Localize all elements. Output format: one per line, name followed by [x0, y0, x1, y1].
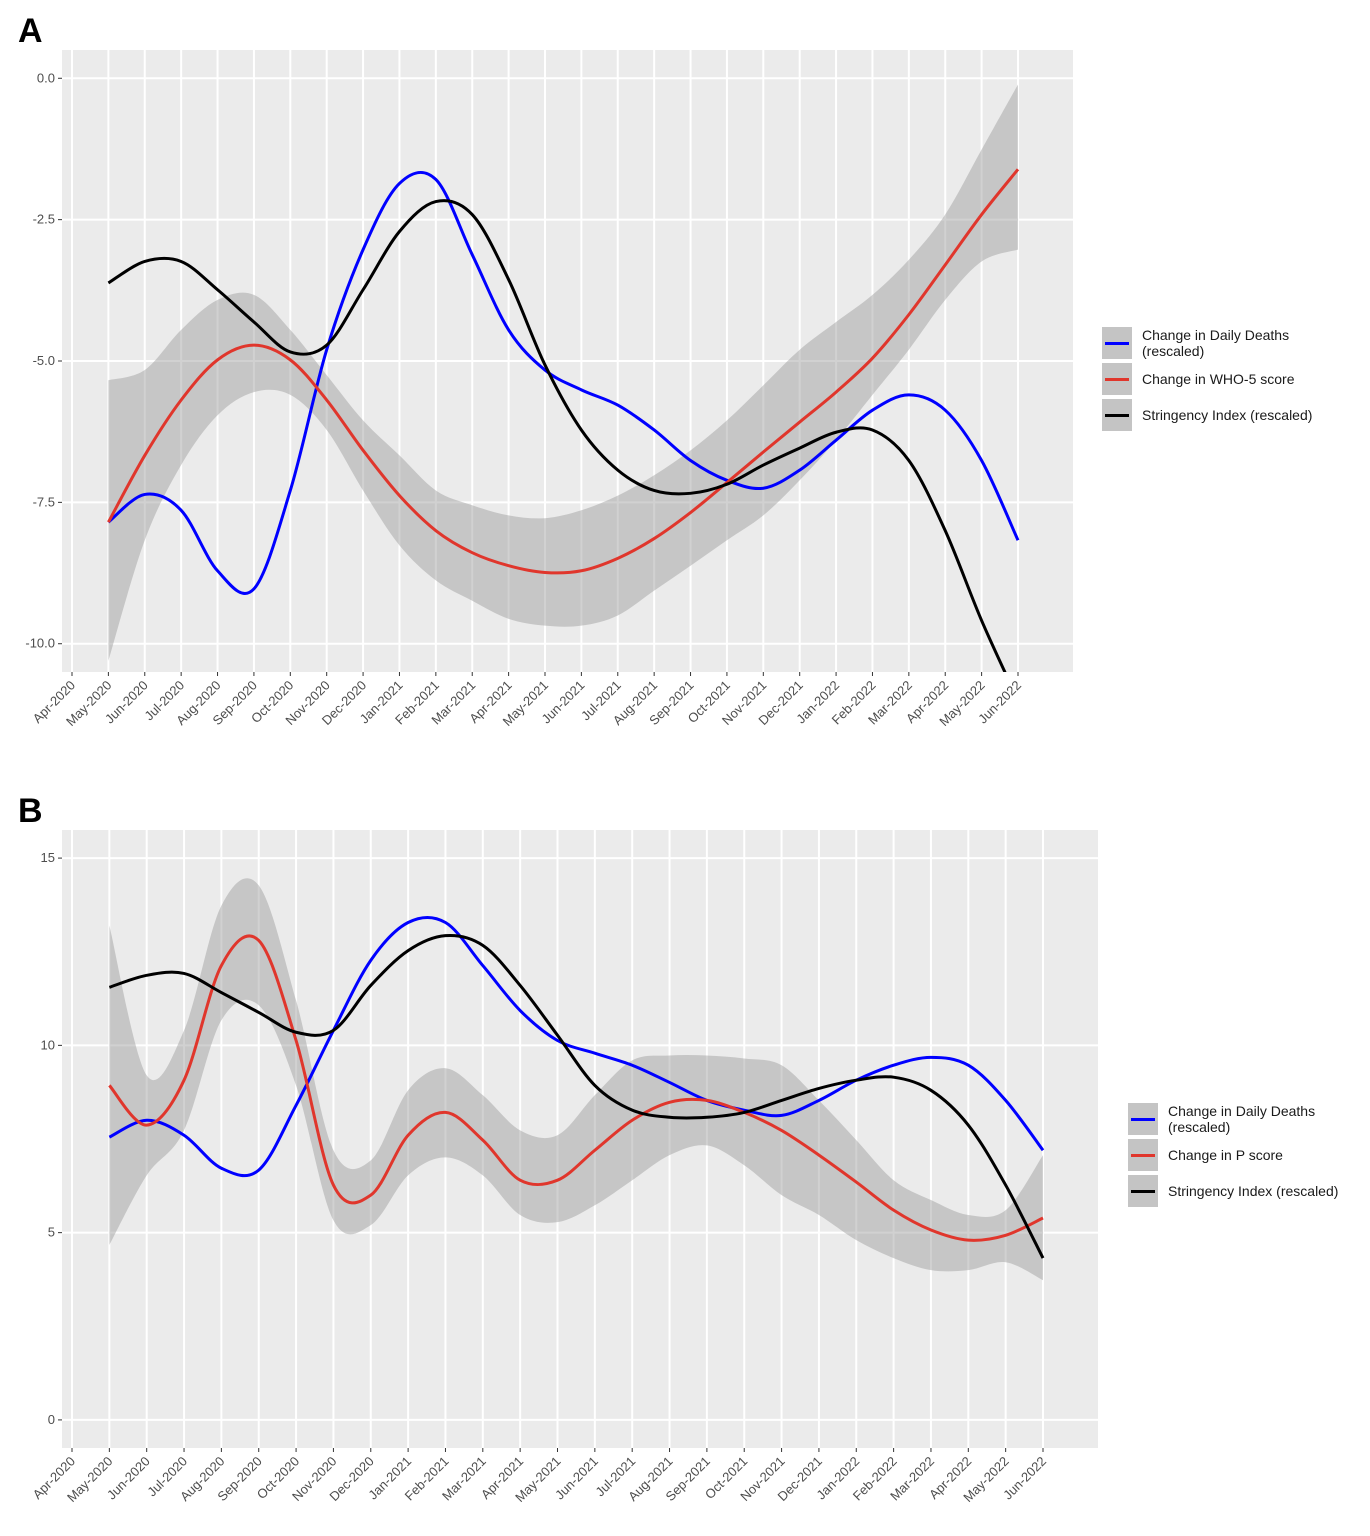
- legend-line: [1131, 1190, 1155, 1193]
- legend-label: Change in Daily Deaths (rescaled): [1168, 1103, 1316, 1135]
- y-tick-label: 5: [48, 1225, 55, 1240]
- legend-item: Change in P score: [1128, 1139, 1348, 1171]
- line: [108, 933, 1045, 1259]
- legend-line: [1105, 378, 1129, 381]
- legend-label: Stringency Index (rescaled): [1142, 407, 1313, 423]
- legend-key: [1128, 1175, 1158, 1207]
- y-tick-label: 0.0: [37, 70, 55, 85]
- y-tick-label: 10: [41, 1037, 55, 1052]
- confidence-band: [108, 84, 1018, 661]
- y-tick-label: 15: [41, 850, 55, 865]
- y-tick-label: 0: [48, 1412, 55, 1427]
- legend-item: Change in Daily Deaths (rescaled): [1102, 327, 1322, 359]
- panel-label: A: [18, 12, 43, 50]
- legend: Change in Daily Deaths (rescaled) Change …: [1102, 327, 1322, 435]
- y-tick-label: -5.0: [33, 353, 55, 368]
- legend-line: [1105, 414, 1129, 417]
- line: [108, 915, 1045, 1178]
- line: [107, 170, 1020, 596]
- legend-item: Change in WHO-5 score: [1102, 363, 1322, 395]
- legend-label: Change in P score: [1168, 1147, 1283, 1163]
- legend-item: Stringency Index (rescaled): [1102, 399, 1322, 431]
- legend-label: Stringency Index (rescaled): [1168, 1183, 1339, 1199]
- legend-key: [1128, 1103, 1158, 1135]
- confidence-band: [109, 878, 1044, 1281]
- legend-label: Change in Daily Deaths (rescaled): [1142, 327, 1290, 359]
- line: [107, 168, 1020, 575]
- y-tick-label: -10.0: [25, 636, 55, 651]
- y-tick-label: -7.5: [33, 494, 55, 509]
- legend-key: [1102, 363, 1132, 395]
- legend-line: [1105, 342, 1129, 345]
- line: [107, 199, 1007, 672]
- legend-item: Change in Daily Deaths (rescaled): [1128, 1103, 1348, 1135]
- line: [108, 934, 1044, 1242]
- legend-line: [1131, 1154, 1155, 1157]
- legend-item: Stringency Index (rescaled): [1128, 1175, 1348, 1207]
- legend-line: [1131, 1118, 1155, 1121]
- legend-key: [1102, 327, 1132, 359]
- panel-label: B: [18, 792, 43, 830]
- plot-background: [62, 830, 1098, 1448]
- legend: Change in Daily Deaths (rescaled) Change …: [1128, 1103, 1348, 1211]
- legend-key: [1128, 1139, 1158, 1171]
- legend-key: [1102, 399, 1132, 431]
- legend-label: Change in WHO-5 score: [1142, 371, 1295, 387]
- y-tick-label: -2.5: [33, 212, 55, 227]
- plot-layer: [107, 84, 1020, 672]
- plot-layer: [108, 878, 1045, 1281]
